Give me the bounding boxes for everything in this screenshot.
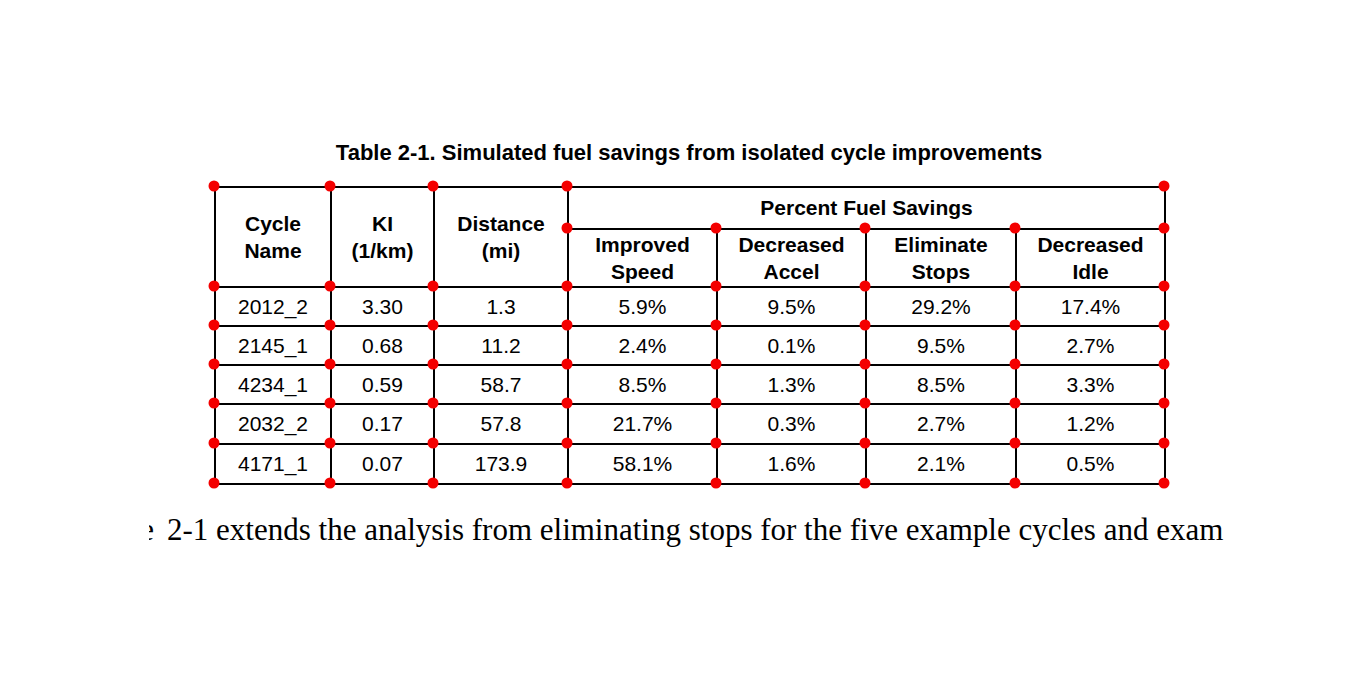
- cell-decreased-idle: 3.3%: [1016, 365, 1165, 404]
- cell-eliminate-stops: 2.7%: [866, 404, 1016, 444]
- header-percent-fuel-savings: Percent Fuel Savings: [568, 187, 1165, 229]
- cell-ki: 0.68: [331, 326, 434, 365]
- table-row: 2032_2 0.17 57.8 21.7% 0.3% 2.7% 1.2%: [215, 404, 1165, 444]
- cell-cycle: 4234_1: [215, 365, 331, 404]
- cell-improved-speed: 5.9%: [568, 287, 717, 326]
- table-caption: Table 2-1. Simulated fuel savings from i…: [214, 140, 1164, 166]
- table-row: 4234_1 0.59 58.7 8.5% 1.3% 8.5% 3.3%: [215, 365, 1165, 404]
- table-row: 2145_1 0.68 11.2 2.4% 0.1% 9.5% 2.7%: [215, 326, 1165, 365]
- header-row-group: Cycle Name KI (1/km) Distance (mi) Perce…: [215, 187, 1165, 229]
- cell-eliminate-stops: 2.1%: [866, 444, 1016, 484]
- cell-ki: 0.17: [331, 404, 434, 444]
- cell-distance: 58.7: [434, 365, 568, 404]
- cell-improved-speed: 2.4%: [568, 326, 717, 365]
- cell-cycle: 2145_1: [215, 326, 331, 365]
- cell-decreased-idle: 0.5%: [1016, 444, 1165, 484]
- cell-decreased-accel: 9.5%: [717, 287, 866, 326]
- header-decreased-accel: Decreased Accel: [717, 229, 866, 287]
- cell-eliminate-stops: 8.5%: [866, 365, 1016, 404]
- report-page: Table 2-1. Simulated fuel savings from i…: [0, 0, 1366, 674]
- cell-distance: 1.3: [434, 287, 568, 326]
- header-ki: KI (1/km): [331, 187, 434, 287]
- cell-distance: 57.8: [434, 404, 568, 444]
- header-decreased-idle: Decreased Idle: [1016, 229, 1165, 287]
- clipped-char: e: [149, 512, 154, 548]
- cell-ki: 0.59: [331, 365, 434, 404]
- cell-improved-speed: 58.1%: [568, 444, 717, 484]
- body-text: e 2-1 extends the analysis from eliminati…: [149, 512, 1223, 548]
- cell-eliminate-stops: 29.2%: [866, 287, 1016, 326]
- cell-decreased-idle: 1.2%: [1016, 404, 1165, 444]
- cell-distance: 173.9: [434, 444, 568, 484]
- cell-eliminate-stops: 9.5%: [866, 326, 1016, 365]
- cell-distance: 11.2: [434, 326, 568, 365]
- cell-cycle: 2012_2: [215, 287, 331, 326]
- cell-decreased-accel: 1.6%: [717, 444, 866, 484]
- cell-improved-speed: 8.5%: [568, 365, 717, 404]
- cell-cycle: 2032_2: [215, 404, 331, 444]
- cell-decreased-accel: 0.3%: [717, 404, 866, 444]
- header-improved-speed: Improved Speed: [568, 229, 717, 287]
- cell-cycle: 4171_1: [215, 444, 331, 484]
- body-text-line: 2-1 extends the analysis from eliminatin…: [167, 512, 1223, 547]
- cell-decreased-idle: 17.4%: [1016, 287, 1165, 326]
- cell-ki: 0.07: [331, 444, 434, 484]
- table-row: 4171_1 0.07 173.9 58.1% 1.6% 2.1% 0.5%: [215, 444, 1165, 484]
- header-eliminate-stops: Eliminate Stops: [866, 229, 1016, 287]
- fuel-savings-table: Cycle Name KI (1/km) Distance (mi) Perce…: [214, 186, 1166, 485]
- cell-decreased-accel: 0.1%: [717, 326, 866, 365]
- cell-decreased-idle: 2.7%: [1016, 326, 1165, 365]
- cell-improved-speed: 21.7%: [568, 404, 717, 444]
- header-distance: Distance (mi): [434, 187, 568, 287]
- table-row: 2012_2 3.30 1.3 5.9% 9.5% 29.2% 17.4%: [215, 287, 1165, 326]
- cell-ki: 3.30: [331, 287, 434, 326]
- cell-decreased-accel: 1.3%: [717, 365, 866, 404]
- header-cycle-name: Cycle Name: [215, 187, 331, 287]
